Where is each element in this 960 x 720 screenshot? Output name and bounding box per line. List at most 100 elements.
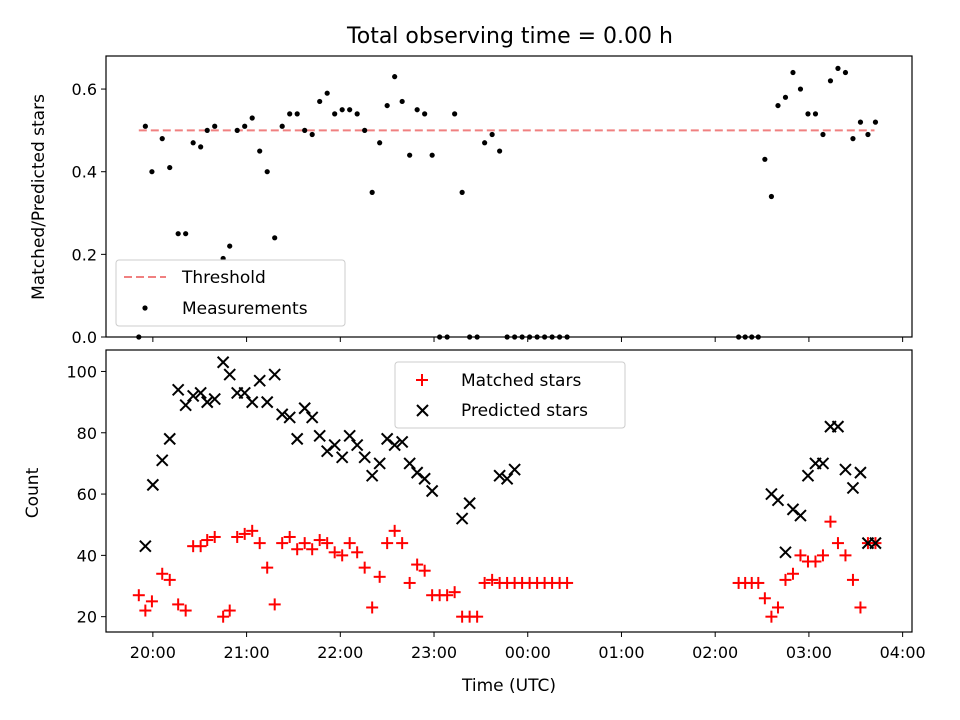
predicted-stars-point (171, 383, 185, 397)
matched-stars-point (246, 524, 259, 537)
measurement-point (755, 334, 761, 340)
predicted-stars-point (455, 512, 469, 525)
measurement-point (183, 231, 189, 237)
matched-stars-point (291, 543, 304, 556)
matched-stars-point (208, 530, 221, 543)
matched-stars-point (132, 589, 145, 602)
predicted-stars-point (350, 438, 364, 452)
matched-stars-point (343, 537, 356, 550)
bottom-ytick-label: 20 (77, 608, 97, 627)
legend-measurements-label: Measurements (182, 299, 308, 319)
bottom-legend: Matched stars Predicted stars (394, 361, 626, 429)
matched-stars-point (831, 537, 844, 550)
matched-stars-point (217, 610, 230, 623)
measurement-point (790, 69, 796, 76)
matched-stars-point (816, 549, 829, 562)
legend-measurements-swatch (142, 305, 148, 311)
measurement-point (399, 98, 405, 105)
top-ytick-label: 0.0 (72, 328, 97, 347)
bottom-xtick-label: 04:00 (880, 643, 926, 662)
predicted-stars-point (418, 472, 431, 485)
matched-stars-point (139, 604, 152, 617)
measurement-point (467, 334, 473, 340)
bottom-x-axis-label: Time (UTC) (461, 676, 556, 696)
measurement-point (377, 140, 383, 146)
predicted-stars-point (839, 463, 852, 476)
measurement-point (234, 127, 240, 133)
predicted-stars-point (186, 389, 200, 403)
bottom-xtick-label: 00:00 (505, 643, 551, 662)
bottom-series-matched-stars (132, 515, 882, 623)
measurement-point (204, 127, 210, 133)
measurement-point (564, 334, 570, 340)
matched-stars-point (163, 573, 176, 586)
measurement-point (762, 156, 768, 162)
matched-stars-point (411, 558, 424, 571)
matched-stars-point (231, 530, 244, 543)
matched-stars-point (283, 530, 296, 543)
predicted-stars-point (290, 432, 304, 446)
measurement-point (422, 111, 428, 117)
measurement-point (534, 334, 540, 340)
measurement-point (198, 144, 204, 150)
measurement-point (482, 140, 488, 146)
matched-stars-point (351, 546, 364, 559)
top-plot-area: 0.0 0.2 0.4 0.6 (72, 55, 913, 347)
measurement-point (872, 119, 879, 125)
predicted-stars-point (253, 374, 266, 387)
measurement-point (749, 334, 755, 340)
matched-stars-point (336, 549, 349, 562)
measurement-point (820, 131, 826, 138)
predicted-stars-point (305, 411, 319, 424)
measurement-point (527, 334, 533, 340)
matched-stars-point (253, 537, 266, 550)
matched-stars-point (752, 576, 765, 589)
predicted-stars-point (403, 457, 416, 470)
matched-stars-point (145, 595, 158, 608)
measurement-point (369, 189, 375, 195)
matched-stars-point (839, 549, 852, 562)
matched-stars-point (276, 537, 289, 550)
measurement-point (865, 131, 871, 138)
matched-stars-point (765, 610, 778, 623)
legend-threshold-label: Threshold (181, 268, 266, 288)
measurement-point (519, 334, 525, 340)
matched-stars-point (298, 537, 311, 550)
measurement-point (459, 189, 465, 195)
matched-stars-point (471, 610, 484, 623)
measurement-point (827, 78, 834, 84)
measurement-point (279, 123, 285, 129)
measurement-point (850, 136, 856, 142)
top-series-measurements (136, 65, 879, 340)
matched-stars-point (854, 601, 867, 614)
measurement-point (227, 243, 233, 249)
measurement-point (212, 123, 218, 129)
predicted-stars-point (779, 546, 792, 559)
matched-stars-point (824, 515, 837, 528)
measurement-point (287, 111, 293, 117)
measurement-point (136, 334, 142, 340)
predicted-stars-point (216, 356, 230, 369)
measurement-point (437, 334, 443, 340)
measurement-point (190, 140, 196, 146)
measurement-point (167, 164, 173, 171)
measurement-point (257, 148, 263, 154)
legend-matched-swatch (416, 374, 428, 386)
matched-stars-point (366, 601, 379, 614)
matched-stars-point (478, 576, 491, 589)
measurement-point (857, 119, 864, 125)
predicted-stars-point (313, 429, 326, 443)
predicted-stars-point (343, 429, 356, 443)
predicted-stars-point (156, 454, 169, 467)
top-ytick-label: 0.4 (72, 163, 97, 182)
measurement-point (324, 90, 330, 96)
predicted-stars-point (388, 438, 401, 452)
matched-stars-point (388, 524, 401, 537)
bottom-plot-area: 20 40 60 80 100 20:00 21:00 22:00 23:00 00:00 01:0… (66, 349, 926, 662)
predicted-stars-point (425, 484, 439, 498)
matched-stars-point (794, 549, 807, 562)
predicted-stars-point (194, 386, 207, 400)
matched-stars-point (358, 561, 371, 574)
matched-stars-point (223, 604, 236, 617)
measurement-point (264, 169, 270, 175)
